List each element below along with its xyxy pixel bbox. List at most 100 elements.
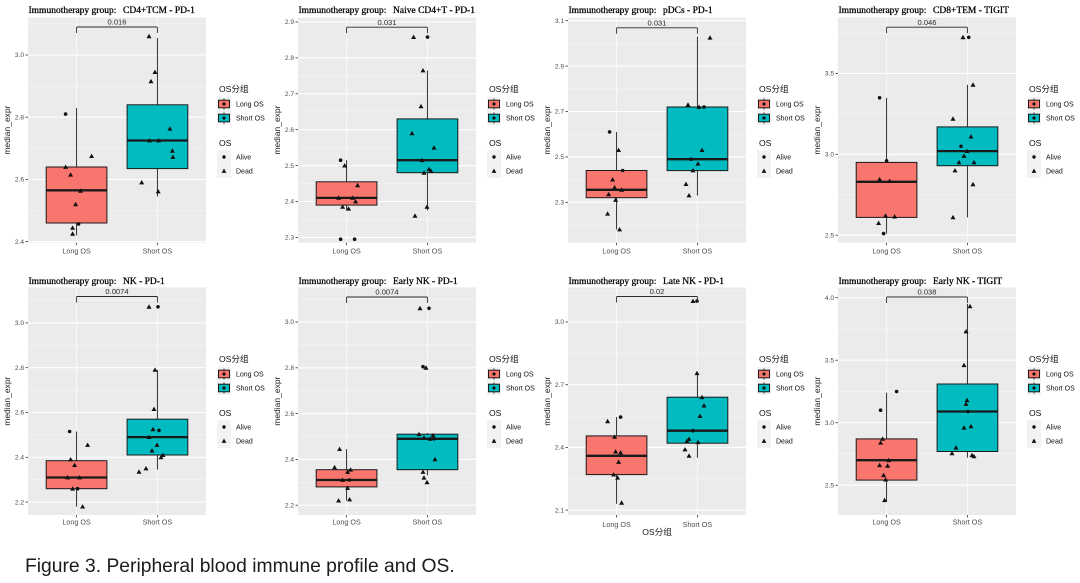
svg-text:Long OS: Long OS — [62, 518, 91, 527]
svg-text:2.3: 2.3 — [555, 200, 564, 207]
svg-text:Immunotherapy group: CD4+TCM: Immunotherapy group: CD4+TCM - PD-1 — [29, 6, 196, 16]
svg-text:2.4: 2.4 — [285, 457, 294, 464]
svg-text:2.6: 2.6 — [285, 411, 294, 418]
svg-text:Dead: Dead — [776, 438, 793, 445]
svg-text:Short OS: Short OS — [1046, 115, 1075, 122]
svg-text:Alive: Alive — [236, 424, 251, 431]
svg-text:Long OS: Long OS — [872, 518, 901, 527]
svg-text:Immunotherapy group: Early NK: Immunotherapy group: Early NK - PD-1 — [299, 277, 458, 287]
svg-text:Long OS: Long OS — [1046, 371, 1074, 378]
svg-text:Alive: Alive — [776, 424, 791, 431]
svg-text:Long OS: Long OS — [332, 247, 361, 256]
svg-text:0.02: 0.02 — [650, 287, 665, 296]
svg-text:Short OS: Short OS — [506, 115, 535, 122]
svg-text:Long OS: Long OS — [236, 371, 264, 378]
svg-text:0.046: 0.046 — [917, 18, 936, 27]
svg-text:OS分组: OS分组 — [1029, 83, 1059, 94]
svg-text:3.5: 3.5 — [825, 71, 834, 78]
svg-text:OS分组: OS分组 — [1029, 353, 1059, 364]
svg-text:2.2: 2.2 — [285, 502, 294, 509]
svg-text:Short OS: Short OS — [683, 520, 713, 529]
svg-text:Short OS: Short OS — [953, 518, 983, 527]
svg-text:2.2: 2.2 — [15, 499, 24, 506]
svg-text:Short OS: Short OS — [413, 247, 443, 256]
svg-text:3.0: 3.0 — [825, 152, 834, 159]
svg-text:Immunotherapy group: NK - PD-: Immunotherapy group: NK - PD-1 — [29, 277, 165, 287]
svg-text:OS: OS — [759, 408, 772, 418]
svg-text:2.5: 2.5 — [825, 232, 834, 239]
svg-text:OS: OS — [1029, 138, 1042, 148]
svg-text:Alive: Alive — [1046, 154, 1061, 161]
svg-text:OS分组: OS分组 — [642, 526, 672, 537]
svg-text:Short OS: Short OS — [1046, 385, 1075, 392]
svg-text:Long OS: Long OS — [776, 101, 804, 108]
svg-text:2.9: 2.9 — [555, 63, 564, 70]
svg-text:Alive: Alive — [1046, 424, 1061, 431]
svg-text:2.8: 2.8 — [285, 55, 294, 62]
svg-text:Short OS: Short OS — [776, 115, 805, 122]
svg-text:Short OS: Short OS — [236, 385, 265, 392]
svg-text:2.3: 2.3 — [285, 235, 294, 242]
svg-text:0.0074: 0.0074 — [375, 288, 398, 297]
svg-text:Long OS: Long OS — [602, 520, 631, 529]
svg-text:OS分组: OS分组 — [759, 353, 789, 364]
svg-text:Dead: Dead — [1046, 168, 1063, 175]
svg-text:2.6: 2.6 — [15, 177, 24, 184]
svg-text:2.5: 2.5 — [285, 163, 294, 170]
svg-text:Long OS: Long OS — [62, 247, 91, 256]
svg-text:3.5: 3.5 — [825, 357, 834, 364]
svg-text:median_expr: median_expr — [2, 105, 12, 154]
svg-text:OS分组: OS分组 — [759, 83, 789, 94]
svg-text:Short OS: Short OS — [506, 385, 535, 392]
svg-text:2.7: 2.7 — [285, 91, 294, 98]
svg-text:2.6: 2.6 — [15, 410, 24, 417]
svg-text:2.8: 2.8 — [285, 365, 294, 372]
svg-text:Long OS: Long OS — [506, 101, 534, 108]
svg-text:OS: OS — [219, 408, 232, 418]
svg-text:Alive: Alive — [506, 424, 521, 431]
svg-text:OS分组: OS分组 — [489, 83, 519, 94]
svg-text:OS分组: OS分组 — [489, 353, 519, 364]
svg-text:Dead: Dead — [236, 438, 253, 445]
svg-text:2.4: 2.4 — [15, 239, 24, 246]
svg-text:2.4: 2.4 — [555, 445, 564, 452]
svg-text:Immunotherapy group: CD8+TEM: Immunotherapy group: CD8+TEM - TIGIT — [839, 6, 1010, 16]
svg-text:2.4: 2.4 — [15, 455, 24, 462]
svg-text:Long OS: Long OS — [506, 371, 534, 378]
svg-text:median_expr: median_expr — [2, 376, 12, 425]
svg-text:3.0: 3.0 — [555, 319, 564, 326]
svg-text:Dead: Dead — [506, 168, 523, 175]
svg-text:median_expr: median_expr — [272, 376, 282, 425]
svg-text:2.8: 2.8 — [15, 114, 24, 121]
svg-text:median_expr: median_expr — [542, 105, 552, 154]
svg-text:Short OS: Short OS — [776, 385, 805, 392]
svg-text:Long OS: Long OS — [332, 518, 361, 527]
svg-text:2.7: 2.7 — [555, 109, 564, 116]
svg-text:2.7: 2.7 — [555, 382, 564, 389]
svg-text:2.4: 2.4 — [285, 199, 294, 206]
svg-text:4.0: 4.0 — [825, 295, 834, 302]
svg-text:0.038: 0.038 — [917, 288, 936, 297]
svg-text:OS分组: OS分组 — [219, 83, 249, 94]
svg-text:2.5: 2.5 — [555, 154, 564, 161]
svg-text:Long OS: Long OS — [776, 371, 804, 378]
svg-text:2.6: 2.6 — [285, 127, 294, 134]
svg-text:0.016: 0.016 — [107, 18, 126, 27]
svg-text:3.0: 3.0 — [15, 52, 24, 59]
svg-text:OS: OS — [489, 408, 502, 418]
svg-text:3.0: 3.0 — [15, 320, 24, 327]
svg-text:Immunotherapy group: Early NK: Immunotherapy group: Early NK - TIGIT — [839, 277, 1003, 287]
svg-text:Alive: Alive — [506, 154, 521, 161]
svg-text:OS: OS — [219, 138, 232, 148]
svg-text:median_expr: median_expr — [812, 105, 822, 154]
svg-text:Alive: Alive — [776, 154, 791, 161]
svg-text:Short OS: Short OS — [683, 247, 713, 256]
svg-text:Dead: Dead — [506, 438, 523, 445]
svg-text:median_expr: median_expr — [812, 376, 822, 425]
svg-text:Immunotherapy group: Naive CD: Immunotherapy group: Naive CD4+T - PD-1 — [299, 6, 476, 16]
svg-text:Dead: Dead — [776, 168, 793, 175]
svg-text:Short OS: Short OS — [143, 247, 173, 256]
svg-text:3.1: 3.1 — [555, 18, 564, 25]
svg-text:2.9: 2.9 — [285, 19, 294, 26]
svg-text:Long OS: Long OS — [602, 247, 631, 256]
